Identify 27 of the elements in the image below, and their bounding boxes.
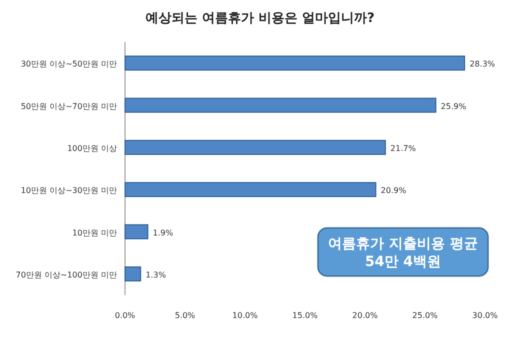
bar xyxy=(124,56,466,71)
bar xyxy=(124,182,376,198)
bar xyxy=(124,224,148,240)
x-tick-label: 30.0% xyxy=(472,311,498,320)
bar xyxy=(124,98,436,113)
data-label: 1.3% xyxy=(146,270,166,280)
y-tick-label: 10만원 미만 xyxy=(72,228,117,238)
x-tick-label: 25.0% xyxy=(412,311,438,320)
chart-title: 예상되는 여름휴가 비용은 얼마입니까? xyxy=(145,11,375,26)
x-tick-label: 20.0% xyxy=(352,311,378,320)
x-tick-label: 15.0% xyxy=(292,311,318,320)
data-label: 25.9% xyxy=(440,102,467,111)
y-tick-label: 100만원 이상 xyxy=(67,144,117,153)
x-tick-label: 0.0% xyxy=(114,311,136,320)
bar xyxy=(124,266,142,282)
data-label: 21.7% xyxy=(390,144,416,153)
data-label: 28.3% xyxy=(470,60,496,69)
y-tick-label: 10만원 이상~30만원 미만 xyxy=(20,186,117,196)
y-tick-label: 30만원 이상~50만원 미만 xyxy=(20,60,117,69)
data-label: 1.9% xyxy=(152,228,174,238)
data-label: 20.9% xyxy=(380,186,407,196)
x-tick-label: 5.0% xyxy=(174,311,196,320)
annotation: 여름휴가 지출비용 평균 54만 4백원 xyxy=(328,236,478,270)
y-tick-label: 50만원 이상~70만원 미만 xyxy=(20,102,117,111)
y-tick-label: 70만원 이상~100만원 미만 xyxy=(16,270,117,280)
bar xyxy=(124,140,386,155)
x-tick-label: 10.0% xyxy=(232,311,258,320)
